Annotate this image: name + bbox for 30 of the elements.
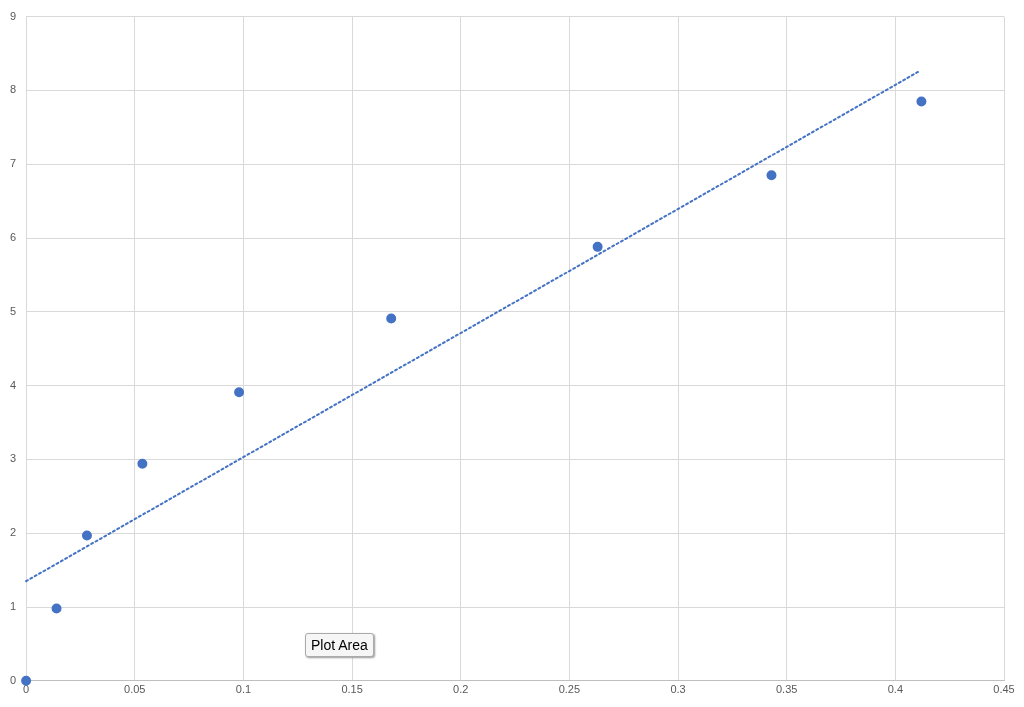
point [137, 458, 148, 469]
point [51, 603, 62, 614]
x-tick-label: 0.45 [993, 683, 1015, 696]
y-tick-label: 3 [9, 452, 17, 465]
y-tick-label: 6 [9, 231, 17, 244]
y-tick-label: 2 [9, 526, 17, 539]
y-tick-label: 7 [9, 157, 17, 170]
y-tick-label: 9 [9, 9, 17, 22]
x-tick-label: 0 [23, 683, 30, 696]
point [386, 313, 397, 324]
x-tick-label: 0.2 [453, 683, 469, 696]
x-tick-label: 0.35 [775, 683, 798, 696]
y-tick-label: 4 [9, 378, 17, 391]
x-tick-label: 0.1 [235, 683, 252, 696]
x-tick-label: 0.25 [558, 683, 581, 696]
y-tick-label: 1 [9, 600, 17, 613]
y-tick-label: 0 [9, 673, 17, 686]
y-tick-label: 8 [9, 83, 17, 96]
point [234, 387, 245, 398]
x-tick-label: 0.3 [670, 683, 686, 696]
x-tick-label: 0.15 [341, 683, 363, 696]
point [592, 241, 603, 252]
x-tick-label: 0.4 [887, 683, 903, 696]
point [21, 675, 32, 686]
y-tick-label: 5 [9, 304, 17, 317]
x-tick-label: 0.05 [124, 683, 146, 696]
point [81, 530, 92, 541]
point [766, 170, 777, 181]
annotation: Plot Area [305, 633, 374, 657]
point [916, 96, 927, 107]
